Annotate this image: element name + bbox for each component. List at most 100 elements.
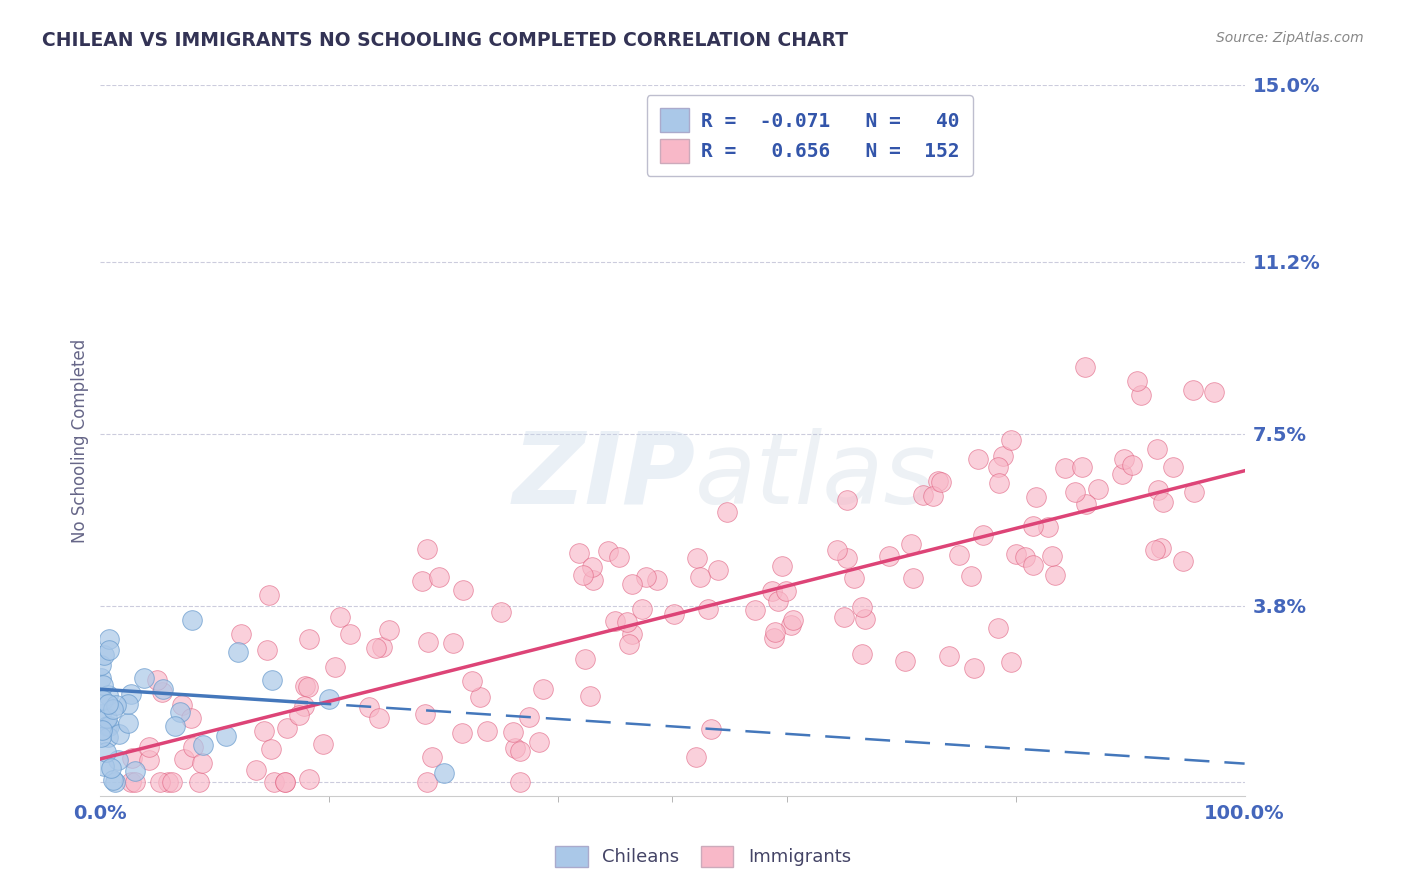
Point <box>477 723 499 738</box>
Point <box>967 451 990 466</box>
Point <box>578 689 600 703</box>
Point <box>779 618 801 632</box>
Point <box>489 605 512 619</box>
Point <box>274 775 297 789</box>
Point <box>1152 494 1174 508</box>
Point <box>377 623 399 637</box>
Point <box>416 775 439 789</box>
Point <box>987 621 1010 635</box>
Point <box>763 631 786 645</box>
Point <box>900 537 922 551</box>
Point <box>634 570 657 584</box>
Point <box>104 775 127 789</box>
Point <box>927 474 949 488</box>
Point <box>117 716 139 731</box>
Point <box>105 698 128 712</box>
Point <box>533 682 555 697</box>
Point <box>959 568 981 582</box>
Point <box>1173 554 1195 568</box>
Point <box>288 708 311 723</box>
Point <box>922 489 945 503</box>
Point <box>851 599 873 614</box>
Point <box>152 682 174 697</box>
Point <box>256 643 278 657</box>
Point <box>834 610 856 624</box>
Point <box>685 750 707 764</box>
Y-axis label: No Schooling Completed: No Schooling Completed <box>72 338 89 542</box>
Point <box>502 725 524 739</box>
Point <box>245 764 267 778</box>
Point <box>931 475 953 489</box>
Point <box>294 680 316 694</box>
Point <box>93 693 115 707</box>
Point <box>180 711 202 725</box>
Point <box>605 614 627 628</box>
Point <box>323 660 346 674</box>
Point <box>842 572 865 586</box>
Point <box>1053 461 1076 475</box>
Point <box>1181 383 1204 397</box>
Text: atlas: atlas <box>696 427 936 524</box>
Point <box>260 741 283 756</box>
Point <box>574 652 596 666</box>
Point <box>987 460 1010 475</box>
Point <box>1184 485 1206 500</box>
Point <box>169 706 191 720</box>
Point <box>162 774 184 789</box>
Point <box>339 627 361 641</box>
Point <box>451 726 474 740</box>
Point <box>1121 458 1143 472</box>
Point <box>509 744 531 758</box>
Point <box>468 690 491 704</box>
Point <box>460 673 482 688</box>
Point <box>98 632 121 647</box>
Point <box>298 772 321 786</box>
Point <box>568 546 591 560</box>
Point <box>582 573 605 587</box>
Point <box>98 719 121 733</box>
Point <box>894 654 917 668</box>
Point <box>527 735 550 749</box>
Point <box>1111 467 1133 481</box>
Point <box>121 751 143 765</box>
Point <box>273 775 295 789</box>
Point <box>775 584 797 599</box>
Point <box>190 756 212 771</box>
Point <box>413 706 436 721</box>
Text: ZIP: ZIP <box>512 427 696 524</box>
Point <box>1150 541 1173 556</box>
Point <box>96 711 118 725</box>
Point <box>91 678 114 692</box>
Point <box>763 624 786 639</box>
Point <box>188 775 211 789</box>
Point <box>181 740 204 755</box>
Point <box>716 505 738 519</box>
Point <box>359 699 381 714</box>
Point <box>686 550 709 565</box>
Point <box>257 588 280 602</box>
Point <box>253 724 276 739</box>
Point <box>138 753 160 767</box>
Point <box>93 648 115 662</box>
Point <box>156 775 179 789</box>
Point <box>877 549 900 564</box>
Point <box>229 627 252 641</box>
Point <box>700 722 723 736</box>
Point <box>1130 388 1153 402</box>
Point <box>851 648 873 662</box>
Point <box>276 721 298 735</box>
Point <box>1022 519 1045 533</box>
Point <box>215 729 238 743</box>
Point <box>948 548 970 562</box>
Point <box>1043 568 1066 582</box>
Text: Source: ZipAtlas.com: Source: ZipAtlas.com <box>1216 31 1364 45</box>
Point <box>835 493 858 508</box>
Legend: Chileans, Immigrants: Chileans, Immigrants <box>548 838 858 874</box>
Point <box>972 528 994 542</box>
Point <box>837 551 859 566</box>
Point <box>1025 490 1047 504</box>
Point <box>416 541 439 556</box>
Point <box>124 764 146 779</box>
Point <box>451 583 474 598</box>
Point <box>120 775 142 789</box>
